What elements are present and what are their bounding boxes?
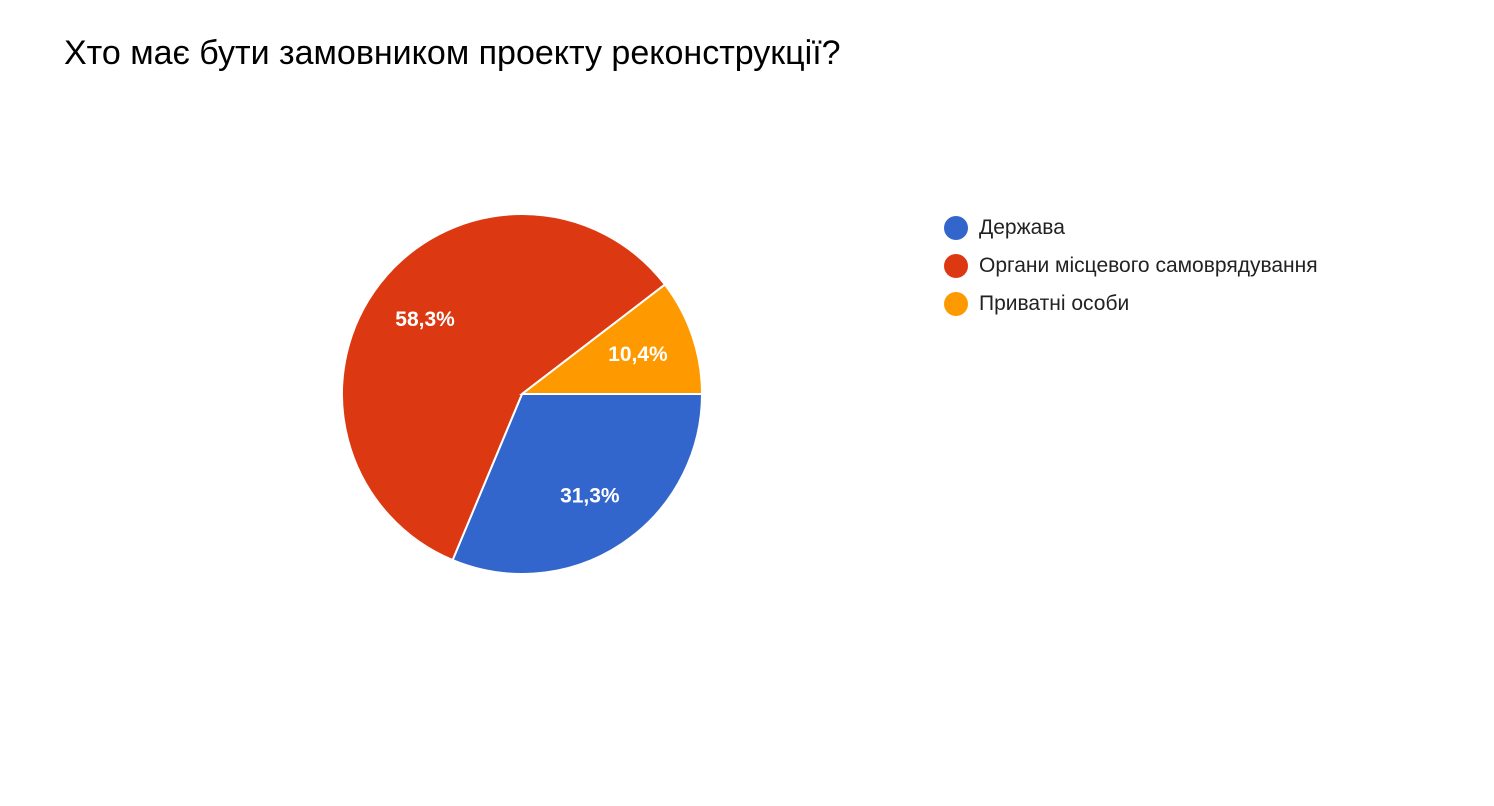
pie-slice-1 xyxy=(451,393,704,575)
legend-label: Держава xyxy=(979,216,1065,239)
legend-swatch-icon xyxy=(944,216,968,240)
pie-slice-label-3: 10,4% xyxy=(608,343,668,366)
pie-slice-labels: 31,3% 58,3% 10,4% xyxy=(395,308,668,508)
legend-label: Приватні особи xyxy=(979,292,1130,315)
legend-label: Органи місцевого самоврядування xyxy=(979,254,1318,277)
pie-slice-2 xyxy=(341,213,667,562)
legend-item-3: Приватні особи xyxy=(944,285,1318,323)
legend-item-1: Держава xyxy=(944,209,1318,247)
legend: Держава Органи місцевого самоврядування Пр… xyxy=(944,209,1318,323)
chart-title: Хто має бути замовником проекту реконстр… xyxy=(64,34,841,72)
pie-slice-3 xyxy=(519,283,704,395)
legend-item-2: Органи місцевого самоврядування xyxy=(944,247,1318,285)
pie-slices xyxy=(341,213,704,575)
legend-swatch-icon xyxy=(944,292,968,316)
pie-slice-label-2: 58,3% xyxy=(395,308,455,331)
legend-swatch-icon xyxy=(944,254,968,278)
pie-slice-label-1: 31,3% xyxy=(560,484,620,507)
